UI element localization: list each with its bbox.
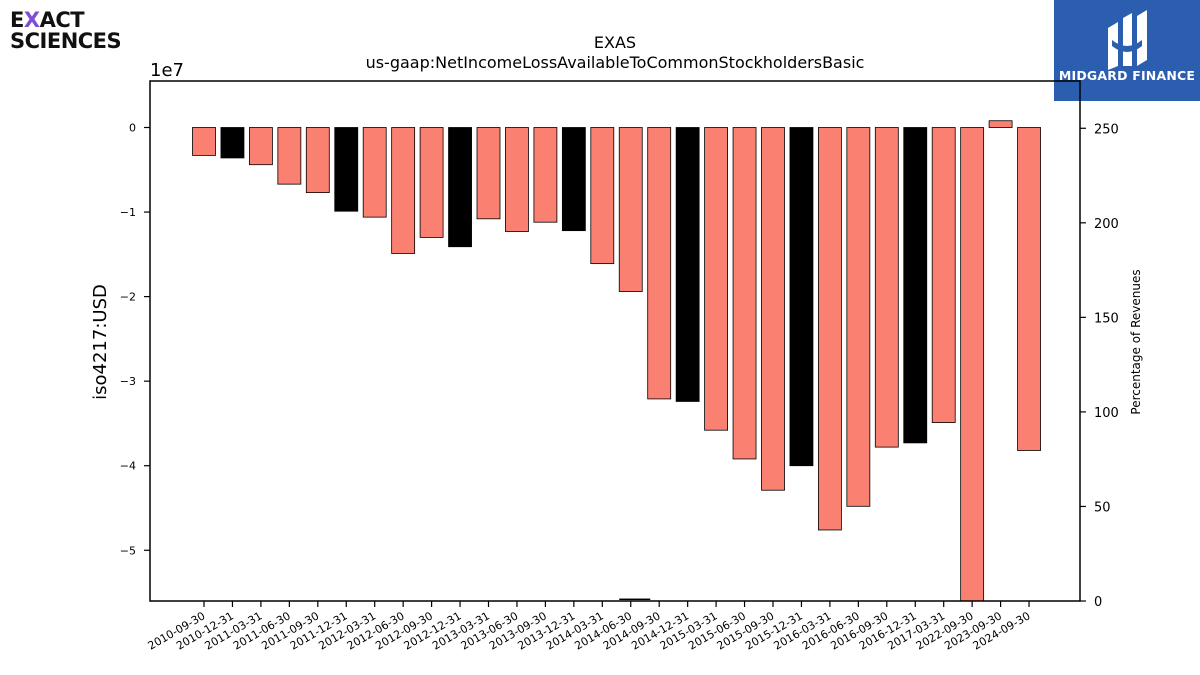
bar-2015-09-30 — [761, 127, 785, 491]
logo-x: X — [23, 8, 40, 32]
bar-2016-09-30 — [874, 127, 899, 448]
y2-tick-label: 150 — [1094, 311, 1119, 326]
bar-2011-12-31 — [334, 127, 359, 212]
y-tick-label: −2 — [120, 291, 136, 304]
y2-tick-label: 200 — [1094, 217, 1119, 232]
bar-2022-09-30 — [960, 127, 985, 602]
bar-2015-06-30 — [732, 127, 757, 460]
bar-2010-09-30 — [192, 127, 216, 156]
y-tick-label: −3 — [120, 375, 136, 388]
y2-tick-label: 50 — [1094, 500, 1111, 515]
bar-2012-06-30 — [391, 127, 416, 254]
y-tick-label: −5 — [120, 544, 136, 557]
bar-2016-06-30 — [846, 127, 871, 507]
logo-act: ACT — [39, 8, 85, 32]
y-axis-label: iso4217:USD — [90, 284, 111, 400]
bars-group — [192, 120, 1041, 602]
logo-line-2: SCIENCES — [10, 29, 122, 53]
pct-marks-group — [619, 598, 651, 601]
chart-title: EXAS — [594, 33, 636, 52]
pct-mark-2014-06-30 — [619, 598, 651, 601]
bar-2024-09-30 — [1017, 127, 1041, 451]
y-ticks-group: 0 −1 −2 −3 −4 −5 — [120, 122, 150, 557]
y2-tick-label: 100 — [1094, 406, 1119, 421]
bar-2012-09-30 — [419, 127, 444, 238]
bar-2013-12-31 — [561, 127, 586, 232]
chart-subtitle: us-gaap:NetIncomeLossAvailableToCommonSt… — [366, 53, 865, 72]
bar-2011-06-30 — [277, 127, 302, 185]
y2-tick-label: 0 — [1094, 595, 1102, 610]
bar-2010-12-31 — [220, 127, 245, 159]
bar-2014-12-31 — [675, 127, 700, 402]
midgard-emblem-icon — [1108, 10, 1147, 70]
midgard-finance-logo: MIDGARD FINANCE — [1054, 0, 1200, 101]
bar-2011-03-31 — [248, 127, 273, 166]
x-ticks-group: 2010-09-302010-12-312011-03-312011-06-30… — [146, 601, 1033, 653]
y-axis-multiplier: 1e7 — [150, 60, 184, 81]
logo-line-1: EXACT — [10, 10, 130, 31]
midgard-finance-text: MIDGARD FINANCE — [1058, 68, 1196, 83]
bar-2011-09-30 — [305, 127, 330, 194]
bar-2014-06-30 — [618, 127, 643, 292]
bar-2012-03-31 — [362, 127, 387, 218]
bar-2015-12-31 — [789, 127, 814, 467]
y-tick-label: −1 — [120, 206, 136, 219]
bar-2016-03-31 — [818, 127, 842, 531]
exact-sciences-logo: EXACT SCIENCES — [10, 10, 130, 56]
plot-frame — [149, 80, 1081, 602]
bar-2013-03-31 — [476, 127, 501, 220]
bar-2016-12-31 — [903, 127, 928, 444]
bar-2012-12-31 — [448, 127, 472, 248]
bar-2014-09-30 — [647, 127, 672, 400]
bar-2014-03-31 — [590, 127, 615, 265]
bar-2013-06-30 — [505, 127, 529, 232]
bar-2017-03-31 — [931, 127, 956, 423]
y2-ticks-group: 0 50 100 150 200 250 — [1080, 122, 1119, 610]
y-tick-label: −4 — [120, 460, 136, 473]
y-tick-label: 0 — [129, 122, 136, 135]
bar-2015-03-31 — [704, 127, 728, 431]
bar-2023-09-30 — [988, 120, 1013, 128]
bar-2013-09-30 — [533, 127, 558, 223]
logo-e: E — [10, 8, 24, 32]
y2-tick-label: 250 — [1094, 122, 1119, 137]
y2-axis-label: Percentage of Revenues — [1129, 269, 1143, 414]
